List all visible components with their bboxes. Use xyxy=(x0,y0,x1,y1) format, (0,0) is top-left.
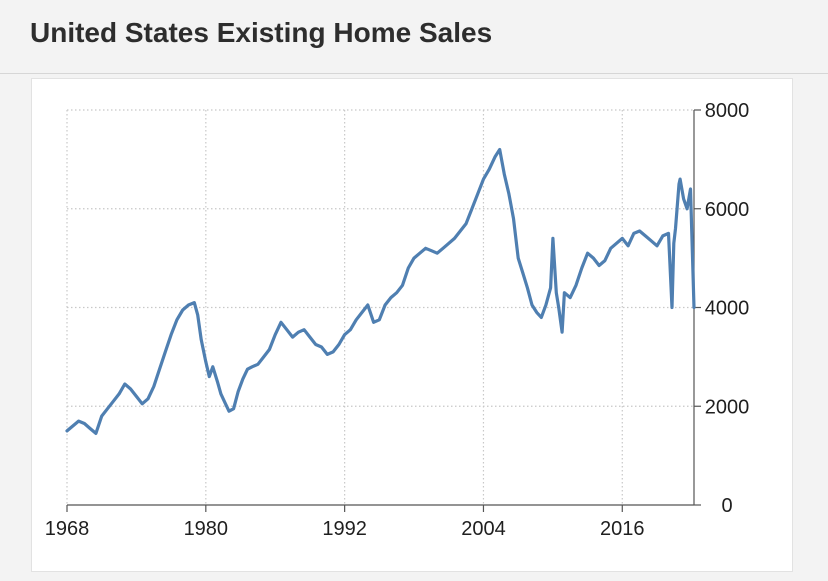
header-bar: United States Existing Home Sales xyxy=(0,0,828,74)
x-tick-label: 1992 xyxy=(322,518,367,540)
x-tick-label: 2004 xyxy=(461,518,506,540)
chart-grid xyxy=(66,109,694,505)
x-tick-label: 2016 xyxy=(600,518,645,540)
y-tick-label: 6000 xyxy=(705,199,750,221)
series-line xyxy=(65,147,696,435)
chart-panel xyxy=(31,78,793,572)
y-tick-label: 2000 xyxy=(705,396,750,418)
x-tick-label: 1968 xyxy=(45,518,90,540)
y-axis-labels: 0 2000 4000 6000 8000 xyxy=(705,100,750,517)
y-tick-label: 8000 xyxy=(705,100,750,122)
page-title: United States Existing Home Sales xyxy=(30,17,493,48)
y-tick-label: 4000 xyxy=(705,298,750,320)
y-tick-label: 0 xyxy=(721,495,732,517)
x-tick-label: 1980 xyxy=(184,518,229,540)
x-axis-labels: 1968 1980 1992 2004 2016 xyxy=(45,518,645,540)
